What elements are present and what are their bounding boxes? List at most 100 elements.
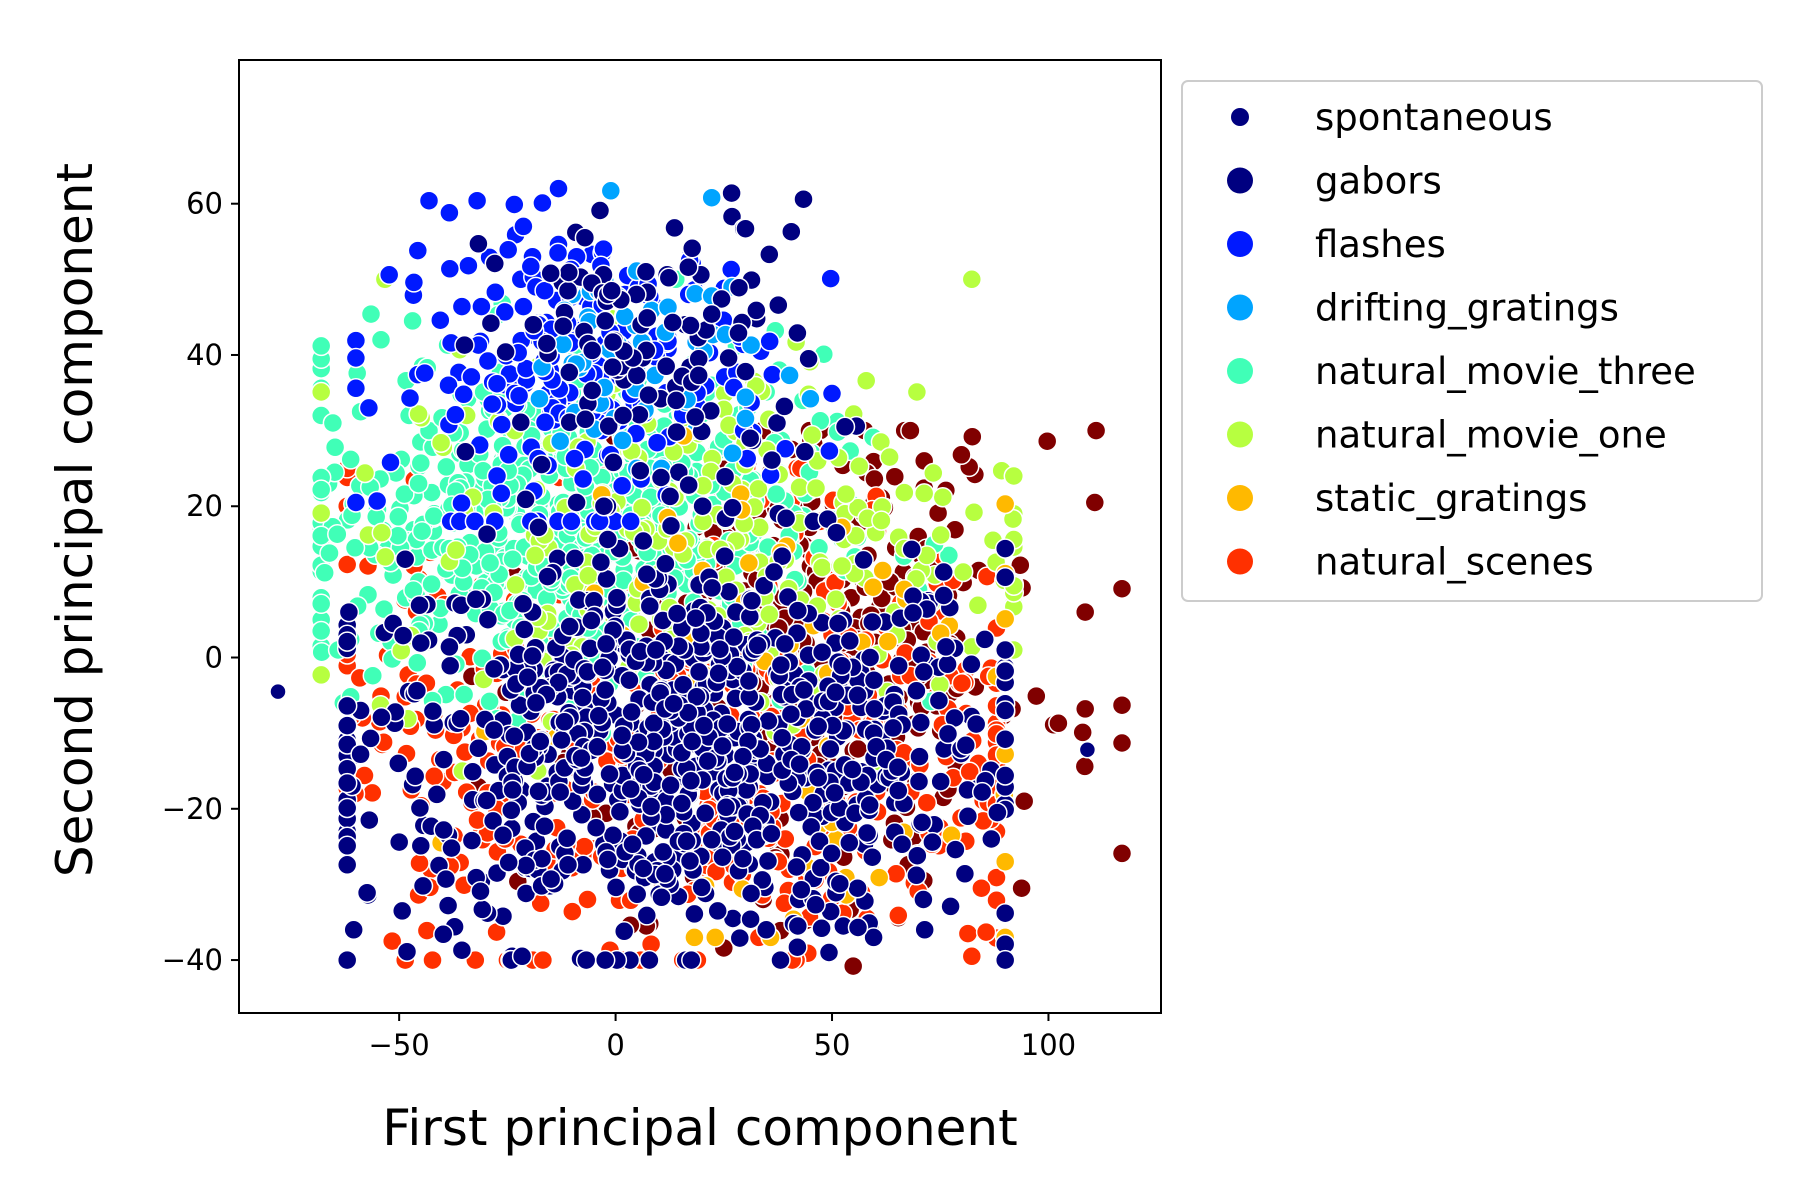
scatter-point — [371, 522, 393, 543]
scatter-point — [350, 744, 371, 765]
scatter-point — [820, 738, 841, 760]
scatter-point — [439, 655, 461, 677]
scatter-point — [805, 894, 826, 916]
scatter-point — [511, 946, 533, 967]
scatter-point — [626, 365, 648, 386]
scatter-point — [787, 600, 809, 621]
scatter-point — [739, 427, 761, 449]
scatter-point — [433, 819, 454, 841]
scatter-point — [679, 850, 701, 872]
scatter-point — [859, 794, 880, 816]
scatter-point — [402, 310, 423, 332]
scatter-point — [399, 387, 421, 409]
scatter-point — [461, 830, 483, 851]
scatter-point — [310, 664, 332, 686]
scatter-point — [483, 719, 505, 741]
scatter-point — [410, 835, 432, 857]
scatter-point — [658, 267, 680, 289]
legend-item: flashes — [1227, 223, 1446, 266]
scatter-point — [441, 837, 462, 859]
y-tick-label: −20 — [162, 792, 223, 826]
scatter-point — [811, 557, 833, 578]
scatter-point — [581, 380, 603, 401]
scatter-point — [718, 581, 740, 602]
scatter-point — [770, 949, 791, 971]
scatter-point — [480, 312, 502, 334]
scatter-point — [528, 781, 549, 802]
scatter-point — [310, 502, 332, 524]
scatter-point — [498, 852, 519, 873]
scatter-point — [922, 831, 943, 853]
scatter-point — [684, 406, 706, 428]
legend-label: static_gratings — [1315, 477, 1587, 520]
scatter-point — [726, 656, 748, 677]
scatter-point — [923, 462, 944, 484]
legend: spontaneous gabors flashes drifting_grating… — [1181, 80, 1763, 602]
scatter-point — [422, 949, 443, 971]
scatter-point — [759, 331, 780, 352]
scatter-point — [598, 415, 619, 437]
scatter-point — [633, 530, 654, 552]
scatter-point — [525, 692, 547, 714]
scatter-points — [269, 178, 1133, 977]
scatter-point — [501, 800, 522, 821]
scatter-point — [651, 887, 672, 908]
scatter-point — [914, 919, 935, 941]
scatter-point — [574, 227, 596, 248]
scatter-point — [409, 852, 430, 874]
scatter-point — [752, 869, 773, 891]
scatter-point — [554, 711, 575, 733]
scatter-point — [1074, 698, 1096, 720]
scatter-point — [994, 639, 1016, 661]
scatter-point — [961, 946, 983, 967]
scatter-point — [414, 362, 435, 384]
scatter-point — [971, 877, 992, 899]
legend-marker — [1231, 108, 1249, 126]
scatter-point — [529, 388, 550, 410]
scatter-point — [1084, 492, 1106, 513]
scatter-point — [809, 831, 830, 852]
scatter-point — [437, 895, 459, 916]
scatter-point — [483, 658, 505, 680]
scatter-point — [388, 831, 410, 853]
scatter-point — [789, 753, 810, 775]
scatter-point — [961, 269, 983, 290]
scatter-point — [468, 738, 489, 759]
scatter-point — [577, 889, 598, 910]
scatter-point — [819, 440, 840, 462]
legend-item: natural_scenes — [1227, 541, 1594, 584]
scatter-point — [714, 545, 735, 567]
scatter-point — [639, 595, 661, 617]
scatter-point — [775, 438, 796, 460]
scatter-point — [937, 723, 959, 745]
scatter-point — [513, 216, 534, 237]
scatter-point — [581, 610, 602, 631]
legend-marker — [1227, 358, 1253, 384]
scatter-point — [495, 341, 516, 363]
legend-marker — [1227, 294, 1253, 321]
scatter-point — [994, 660, 1016, 682]
legend-label: gabors — [1315, 160, 1442, 203]
scatter-point — [611, 475, 633, 497]
scatter-point — [601, 280, 622, 301]
scatter-point — [721, 182, 742, 204]
scatter-point — [532, 949, 554, 971]
scatter-point — [394, 483, 415, 505]
scatter-point — [902, 602, 924, 624]
y-tick-label: 60 — [186, 187, 223, 221]
scatter-point — [691, 877, 712, 898]
scatter-point — [826, 522, 847, 543]
scatter-point — [360, 728, 381, 749]
scatter-point — [327, 523, 348, 545]
scatter-point — [439, 202, 460, 224]
scatter-point — [479, 552, 501, 574]
scatter-point — [436, 456, 457, 478]
scatter-point — [411, 520, 433, 542]
scatter-point — [994, 765, 1016, 786]
scatter-point — [712, 735, 733, 757]
scatter-point — [548, 178, 569, 199]
scatter-point — [466, 190, 488, 211]
scatter-point — [824, 782, 845, 804]
scatter-point — [523, 314, 544, 335]
scatter-point — [410, 632, 432, 654]
